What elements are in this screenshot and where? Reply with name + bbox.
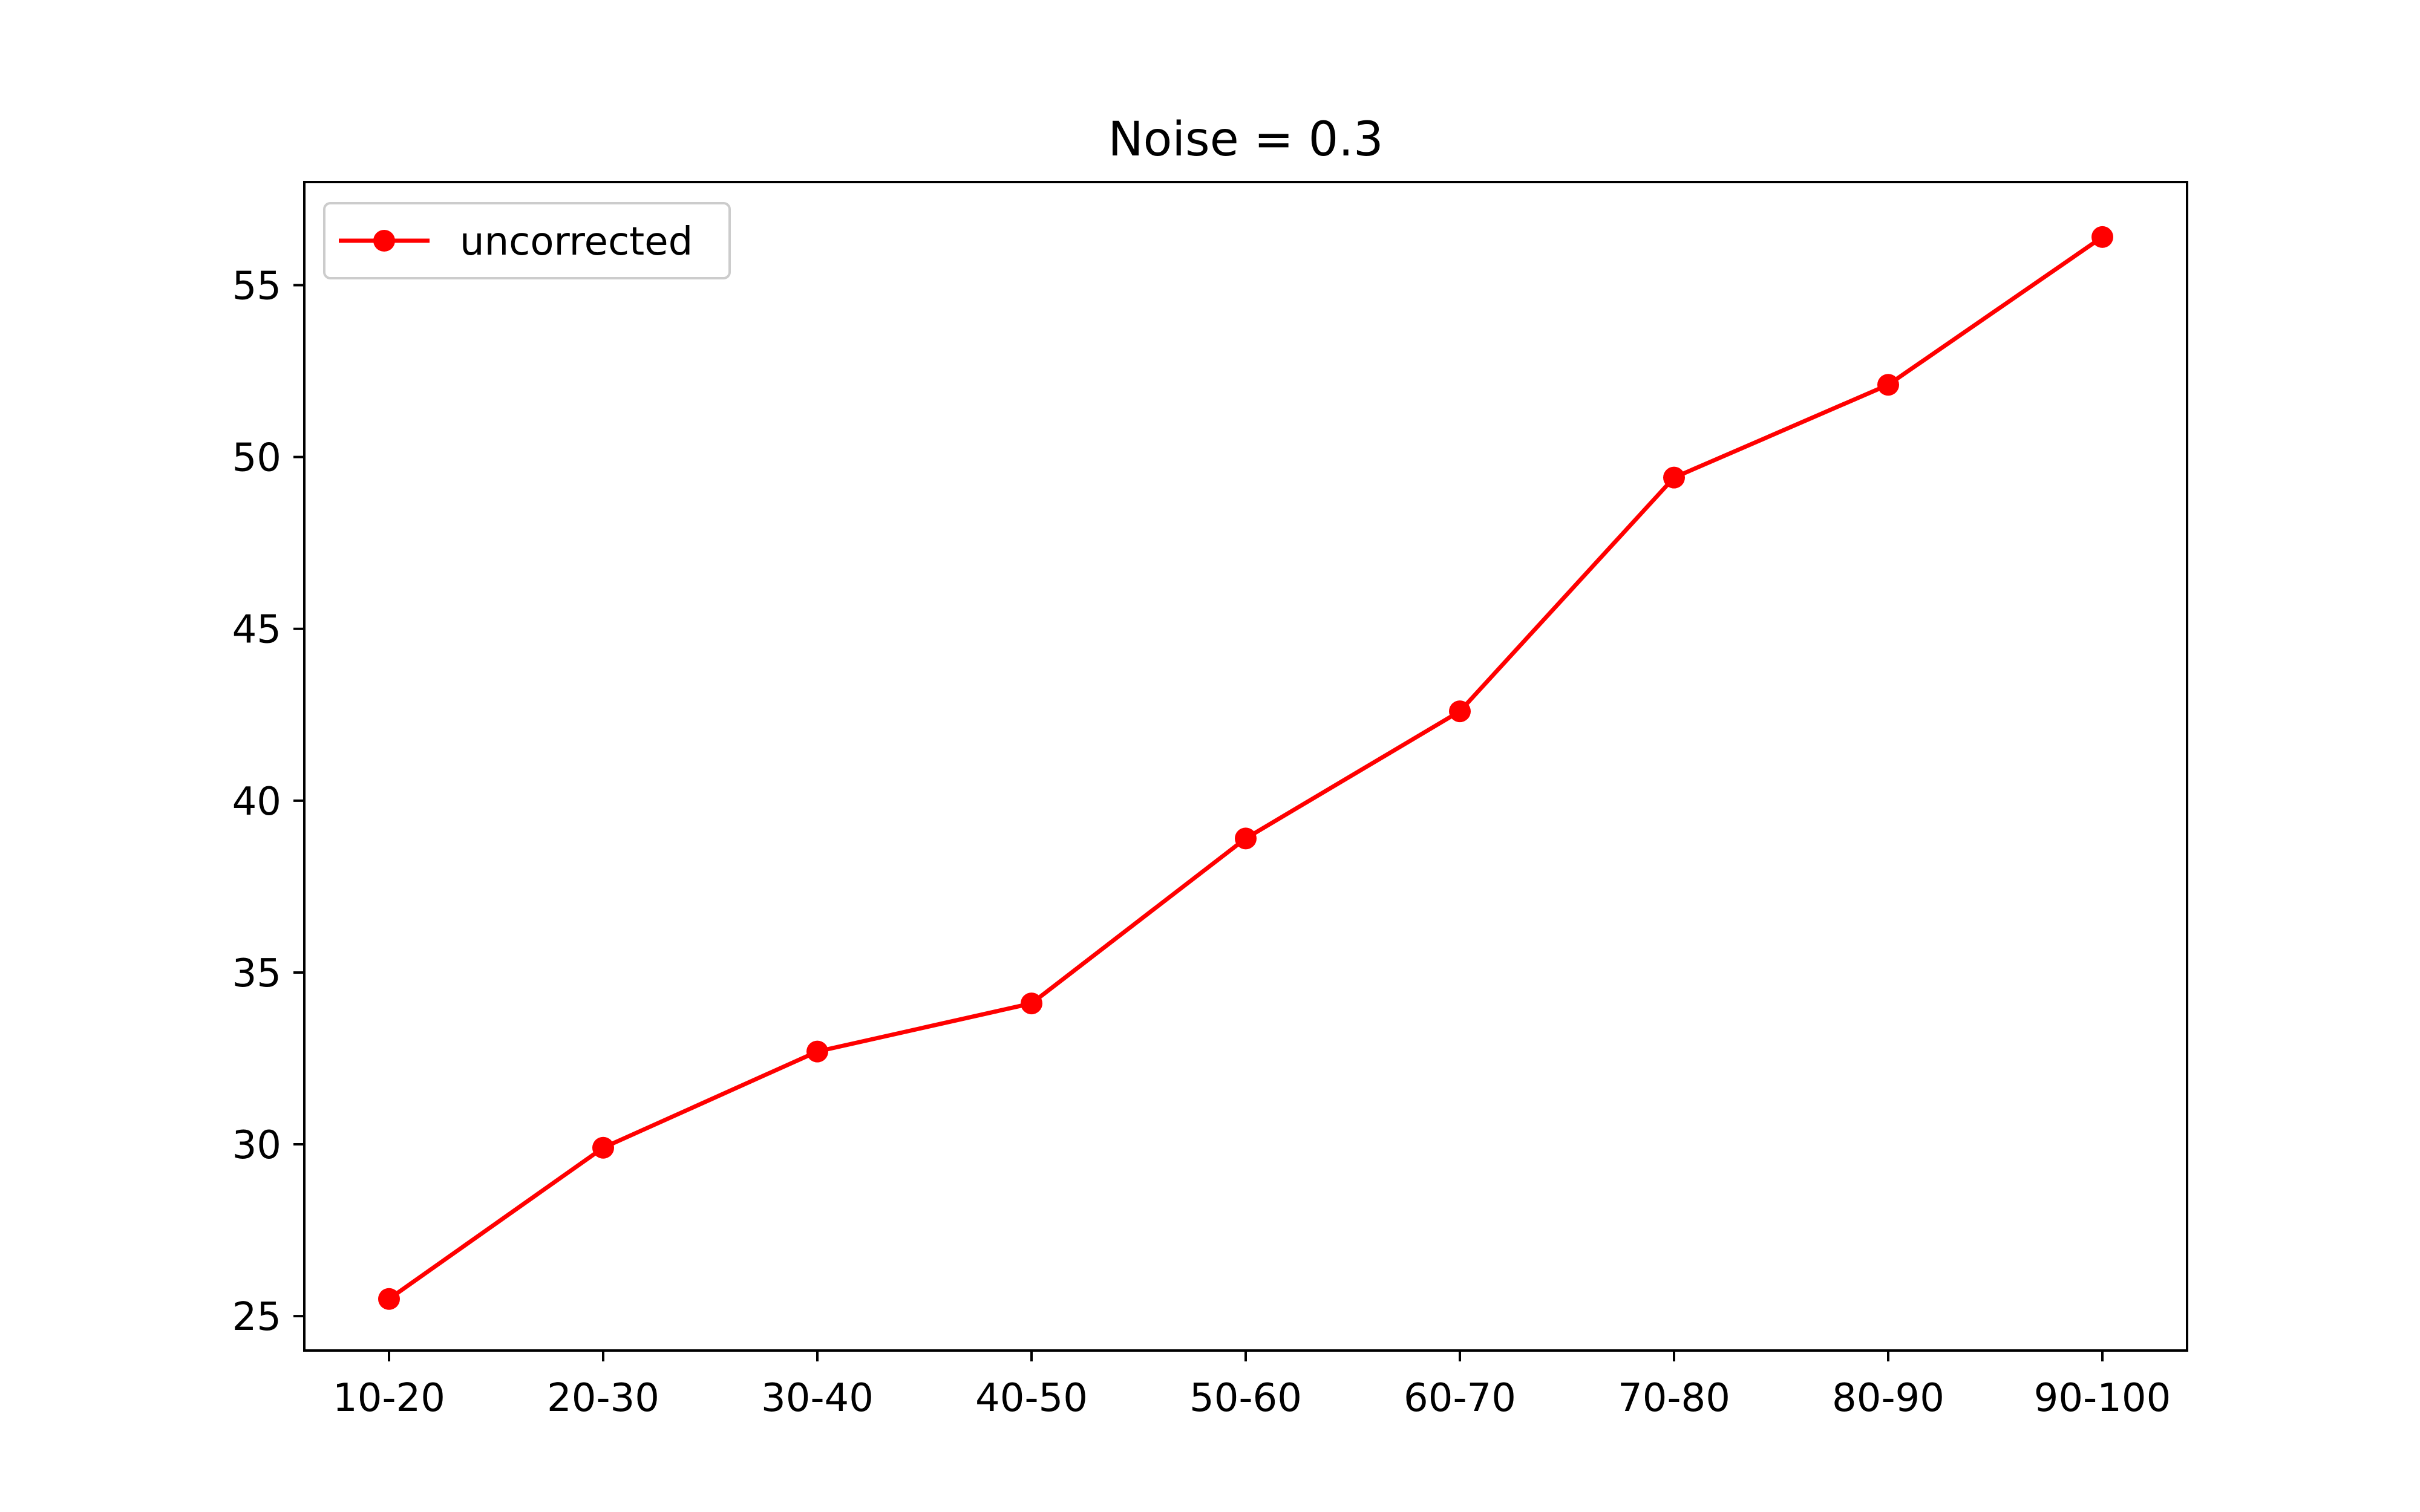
legend: uncorrected [323, 202, 731, 279]
x-tick-label: 20-30 [547, 1376, 659, 1421]
x-tick-label: 60-70 [1404, 1376, 1516, 1421]
y-tick-label: 25 [232, 1295, 281, 1340]
x-tick-label: 40-50 [975, 1376, 1088, 1421]
y-tick-label: 50 [232, 436, 281, 481]
data-point [1663, 466, 1685, 489]
y-tick-label: 45 [232, 608, 281, 653]
data-point [378, 1288, 400, 1310]
legend-marker [373, 230, 395, 252]
x-tick-label: 50-60 [1189, 1376, 1302, 1421]
data-point [806, 1040, 828, 1063]
series-layer [378, 226, 2113, 1310]
x-tick-label: 70-80 [1618, 1376, 1730, 1421]
data-point [1449, 700, 1471, 723]
y-axis: 25 30 35 40 45 50 55 [232, 264, 304, 1340]
legend-label: uncorrected [460, 220, 693, 264]
y-tick-label: 40 [232, 780, 281, 824]
data-point [592, 1136, 614, 1159]
x-tick-label: 90-100 [2034, 1376, 2171, 1421]
data-point [1235, 827, 1257, 850]
x-tick-label: 80-90 [1832, 1376, 1944, 1421]
chart-title: Noise = 0.3 [1108, 112, 1383, 167]
y-tick-label: 30 [232, 1123, 281, 1168]
data-point [2091, 226, 2113, 248]
data-point [1877, 374, 1899, 396]
data-point [1021, 992, 1042, 1015]
y-tick-label: 35 [232, 951, 281, 996]
legend-box [323, 202, 731, 279]
x-axis: 10-20 20-30 30-40 40-50 50-60 60-70 70-80 80-90… [333, 1351, 2171, 1421]
y-tick-label: 55 [232, 264, 281, 308]
x-tick-label: 10-20 [333, 1376, 445, 1421]
x-tick-label: 30-40 [761, 1376, 874, 1421]
